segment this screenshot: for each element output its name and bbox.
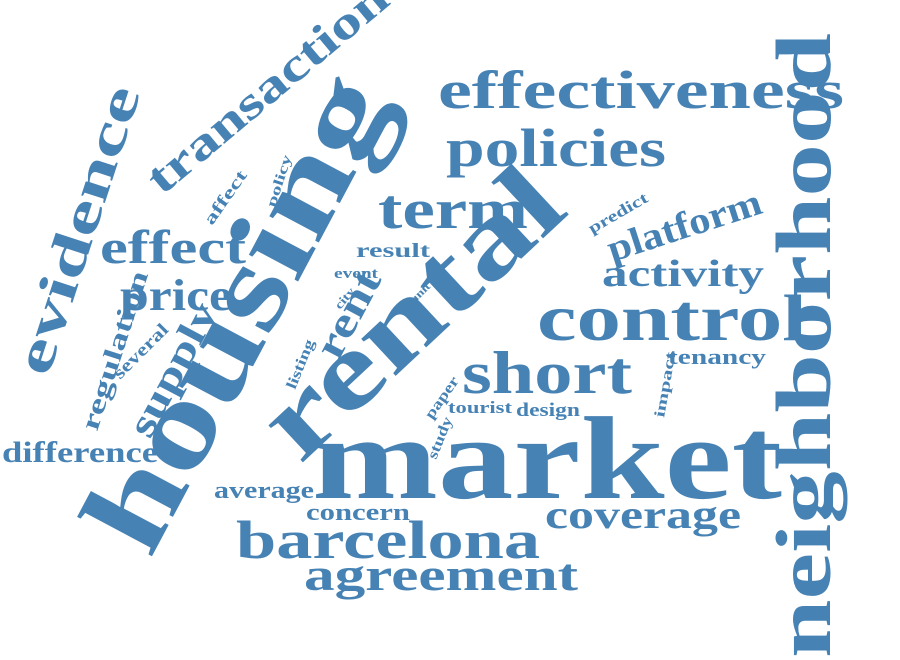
word-difference: difference	[2, 436, 158, 469]
word-coverage: coverage	[545, 492, 741, 537]
word-term: term	[378, 179, 528, 241]
word-result: result	[356, 240, 431, 262]
word-event: event	[334, 266, 378, 282]
word-market: market	[312, 393, 782, 524]
word-short: short	[462, 340, 632, 406]
word-concern: concern	[306, 500, 410, 526]
word-neighborhood: neighborhood	[760, 33, 847, 658]
word-design: design	[516, 400, 581, 421]
word-average: average	[214, 478, 314, 504]
word-tenancy: tenancy	[668, 344, 766, 369]
word-tourist: tourist	[448, 398, 512, 417]
word-price: price	[120, 271, 232, 320]
word-effectiveness: effectiveness	[438, 60, 844, 120]
word-agreement: agreement	[304, 549, 579, 600]
word-barcelona: barcelona	[236, 510, 540, 570]
word-activity: activity	[602, 253, 764, 295]
word-effect: effect	[100, 221, 246, 274]
word-policies: policies	[446, 118, 666, 178]
word-control: control	[537, 282, 807, 355]
